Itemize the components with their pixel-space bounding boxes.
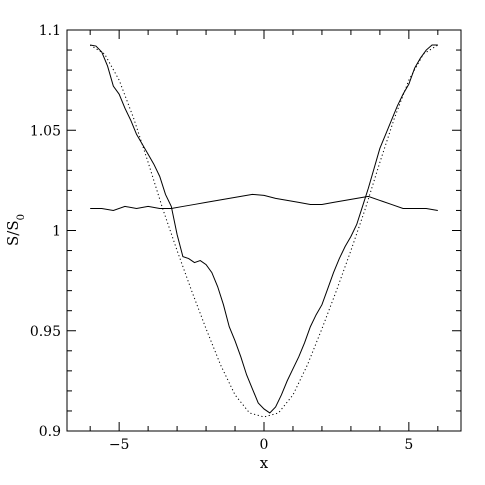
axis-tick-labels: −5 0 5 0.9 0.95 1 1.05 1.1	[30, 23, 413, 453]
x-axis-label: x	[260, 454, 269, 472]
x-tick-label: −5	[109, 437, 130, 453]
y-tick-label: 0.95	[30, 324, 61, 340]
y-axis-label: S/S0	[4, 214, 27, 246]
x-tick-label: 0	[260, 437, 269, 453]
y-tick-label: 1.05	[30, 123, 61, 139]
y-tick-label: 0.9	[39, 424, 61, 440]
x-tick-label: 5	[404, 437, 413, 453]
axis-ticks	[67, 29, 461, 432]
plot-frame	[66, 29, 462, 432]
series-layer	[89, 44, 439, 418]
y-tick-label: 1.1	[39, 23, 61, 39]
series-line-1	[90, 44, 438, 414]
series-line-2	[90, 193, 438, 211]
y-tick-label: 1	[52, 224, 61, 240]
series-line-3	[89, 44, 439, 418]
y-axis-label-main: S/S	[4, 220, 22, 246]
y-axis-label-subscript: 0	[16, 214, 27, 220]
